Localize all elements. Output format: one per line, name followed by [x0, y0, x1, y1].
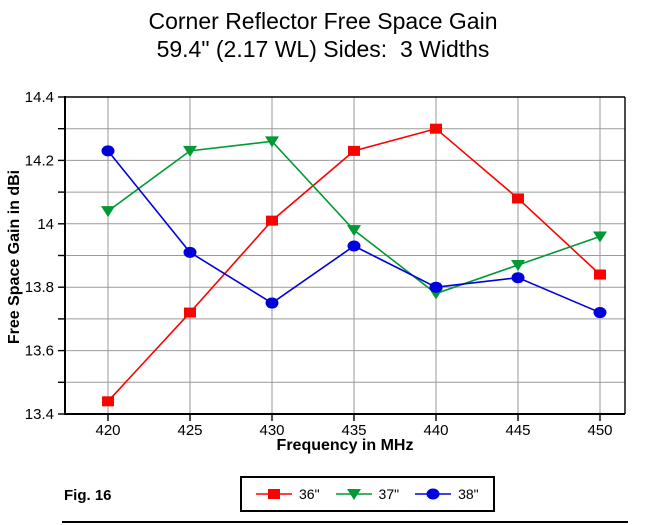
y-tick-label: 13.8 [25, 279, 54, 296]
y-tick-label: 14.2 [25, 152, 54, 169]
series-markers-circle [101, 145, 607, 319]
y-tick-label: 13.4 [25, 406, 54, 423]
legend-label: 38" [458, 486, 479, 502]
legend-marker-triangle-down [335, 489, 372, 500]
legend-item: 37" [335, 486, 400, 502]
legend: 36" 37" 38" [240, 476, 495, 512]
x-tick-label: 435 [341, 422, 366, 439]
y-tick-label: 14 [37, 216, 54, 233]
y-tick-label: 13.6 [25, 343, 54, 360]
chart-title-line1: Corner Reflector Free Space Gain [148, 8, 498, 34]
bottom-rule [62, 521, 628, 523]
x-tick-label: 430 [259, 422, 284, 439]
x-tick-label: 440 [423, 422, 448, 439]
x-tick-label: 445 [505, 422, 530, 439]
x-axis-label: Frequency in MHz [276, 437, 414, 454]
legend-label: 37" [378, 486, 400, 502]
y-axis-ticks: 13.4 13.6 13.8 14 14.2 14.4 [25, 89, 65, 423]
legend-label: 36" [299, 486, 320, 502]
series-markers-square [102, 123, 606, 407]
figure-label: Fig. 16 [64, 487, 112, 504]
legend-marker-circle [415, 488, 452, 500]
chart-title-line2: 59.4" (2.17 WL) Sides: 3 Widths [156, 36, 490, 62]
chart-title: Corner Reflector Free Space Gain 59.4" (… [0, 7, 646, 63]
legend-marker-square [256, 489, 292, 499]
x-axis-ticks: 420 425 430 435 440 445 450 [95, 414, 613, 439]
x-tick-label: 450 [587, 422, 612, 439]
axes [64, 96, 626, 415]
legend-item: 38" [415, 486, 479, 502]
y-tick-label: 14.4 [25, 89, 54, 106]
x-tick-label: 420 [95, 422, 120, 439]
legend-item: 36" [256, 486, 320, 502]
x-tick-label: 425 [177, 422, 202, 439]
